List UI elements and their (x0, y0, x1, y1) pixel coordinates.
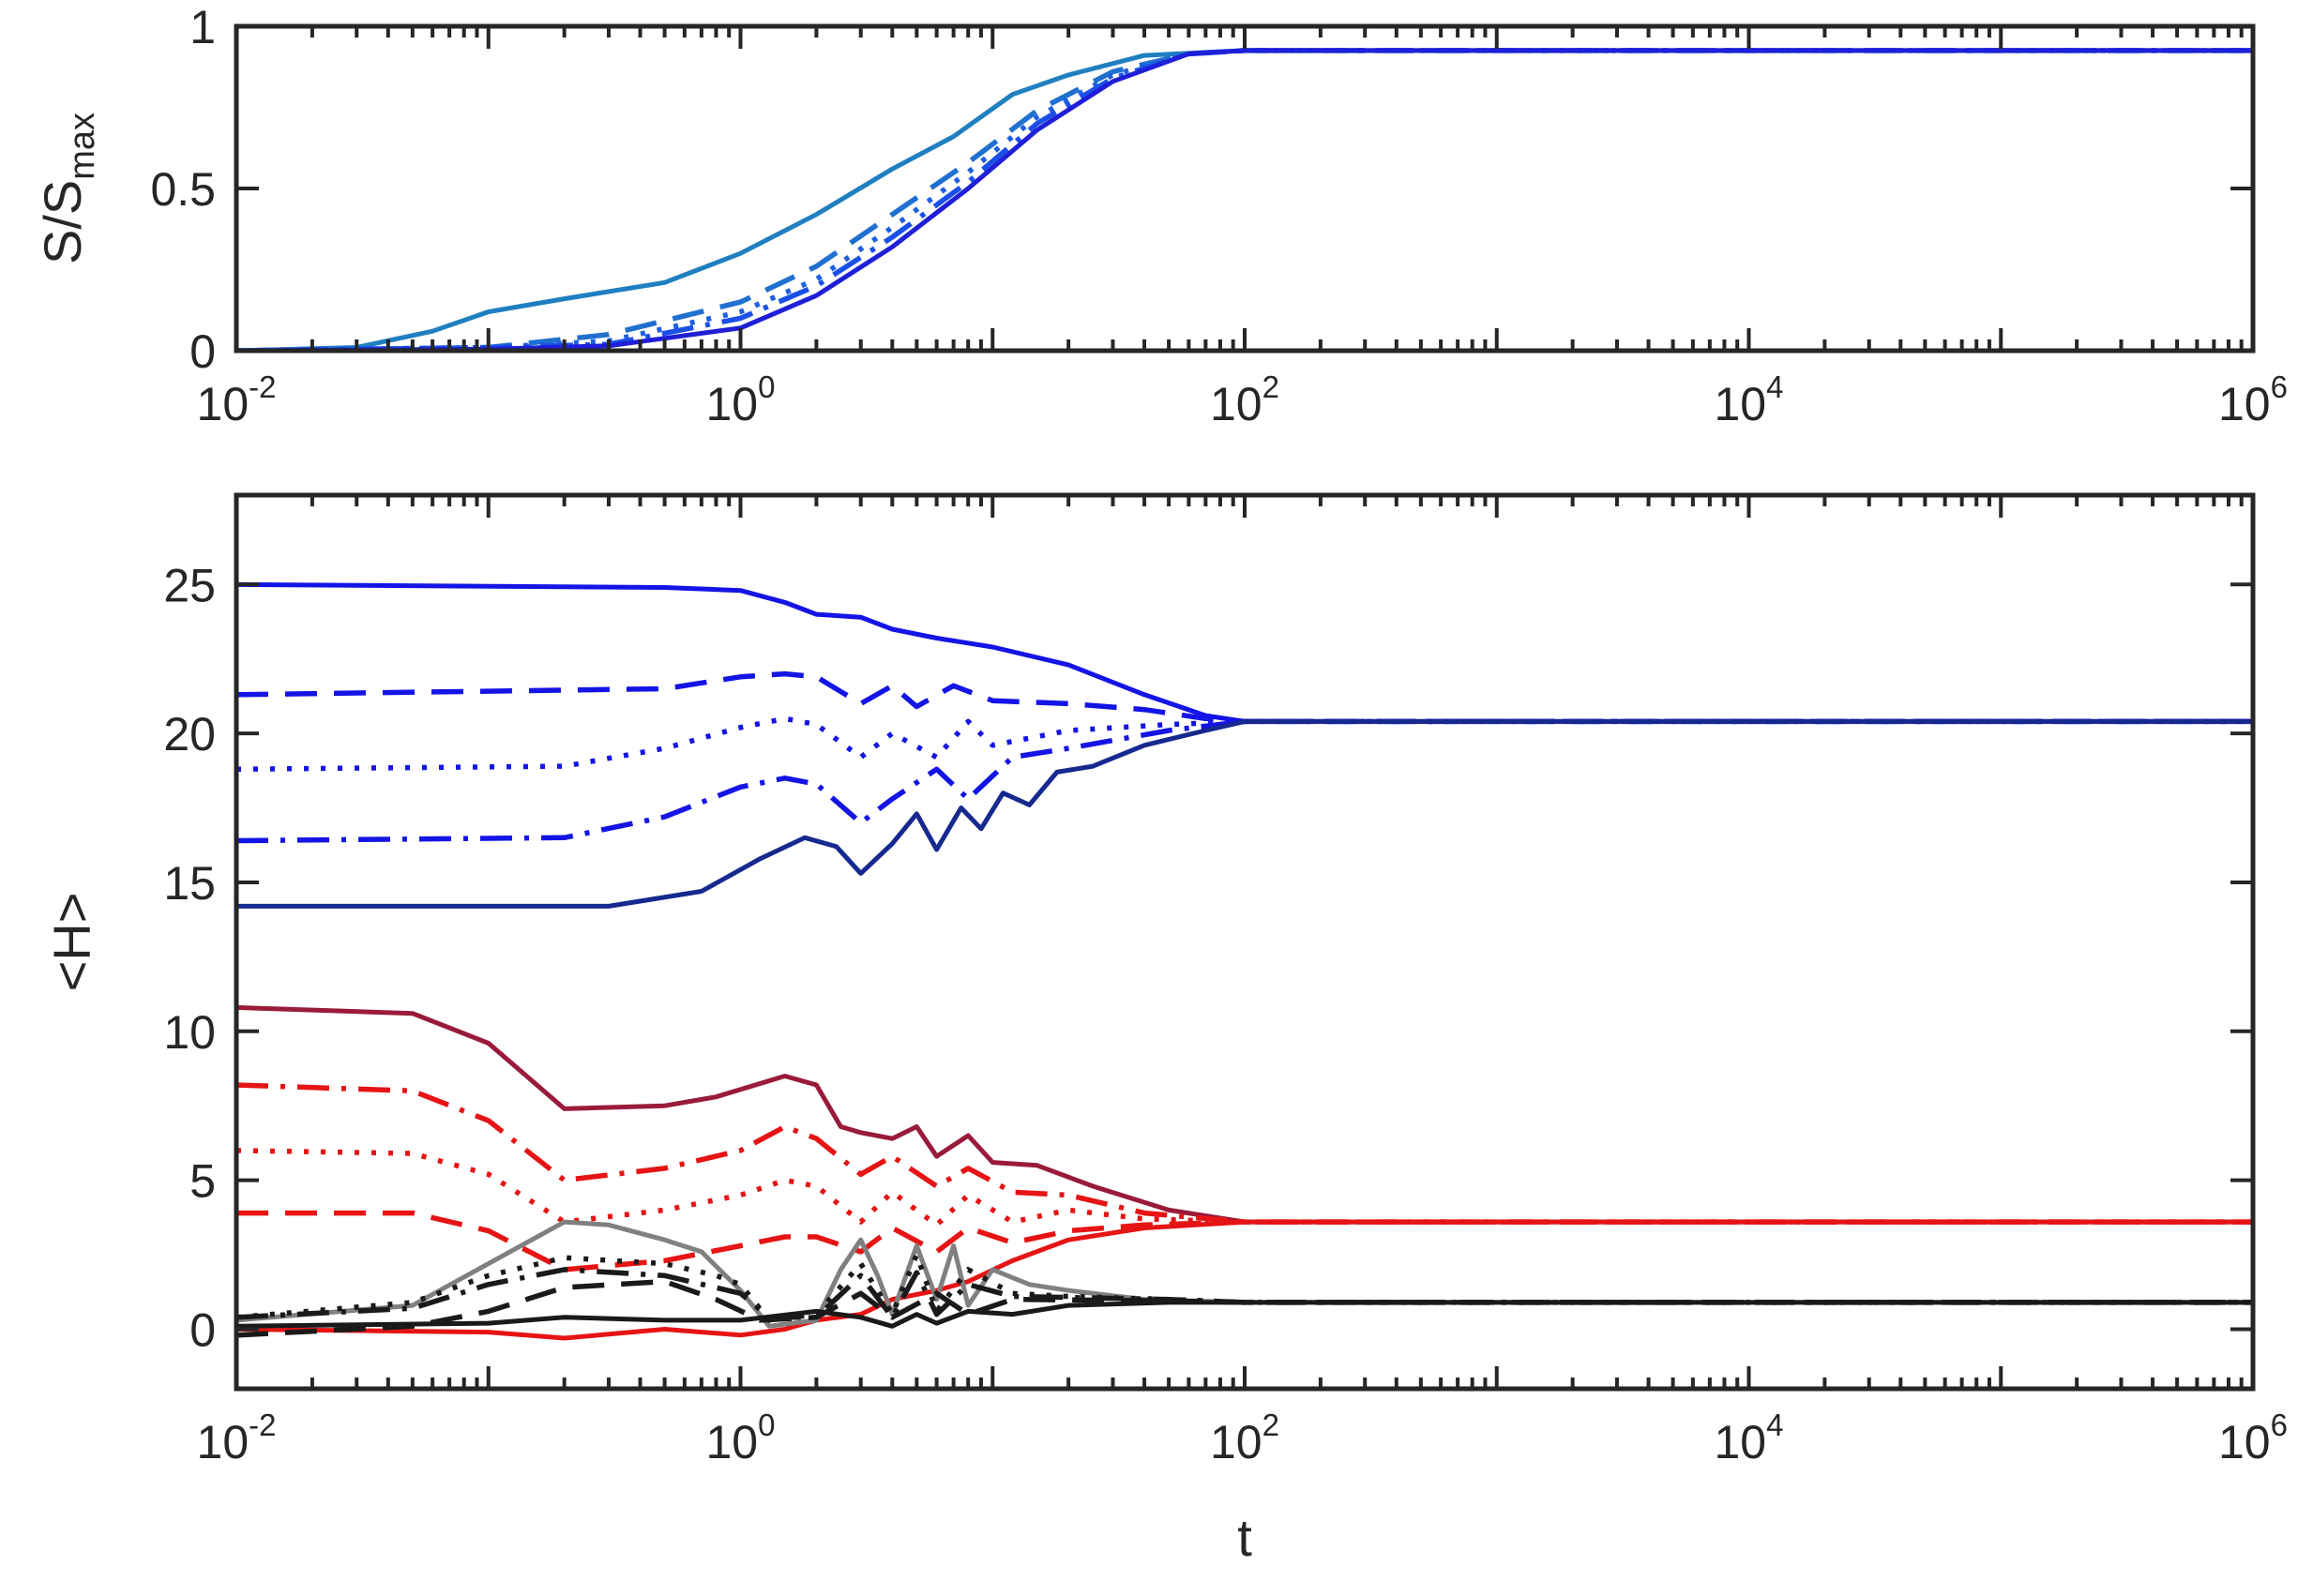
series-s1 (236, 48, 2253, 351)
y-axis-label: <H> (42, 893, 101, 992)
series-k3 (236, 1267, 2253, 1320)
y-tick-label: 0.5 (150, 163, 216, 216)
series-b4 (236, 718, 2253, 844)
series-s3 (236, 48, 2253, 351)
y-tick-label: 20 (163, 708, 216, 760)
series-b5 (236, 718, 2253, 909)
series-r2 (236, 1082, 2253, 1225)
series-k4 (236, 1278, 2253, 1338)
series-k2 (236, 1252, 2253, 1323)
series-s4 (236, 48, 2253, 351)
series-b1 (236, 581, 2253, 724)
y-tick-label: 10 (163, 1006, 216, 1059)
series-r1 (236, 1004, 2253, 1225)
y-tick-label: 15 (163, 857, 216, 910)
series-s2 (236, 48, 2253, 351)
series-b2 (236, 670, 2253, 725)
x-tick-label: 104 (1715, 369, 1784, 430)
y-tick-label: 25 (163, 559, 216, 611)
y-axis-label: S/Smax (33, 113, 102, 264)
energy-axes: 10-2 100 102 104 106 0 5 10 15 20 25 <H> t (42, 492, 2288, 1567)
x-tick-label: 100 (706, 1408, 776, 1468)
x-tick-label: 10-2 (197, 1408, 277, 1468)
x-tick-label: 10-2 (197, 369, 277, 430)
series-k1 (236, 1219, 2253, 1329)
series-k5 (236, 1300, 2253, 1329)
x-axis-label: t (1237, 1508, 1252, 1567)
y-tick-label: 5 (189, 1155, 216, 1208)
series-r4 (236, 1210, 2253, 1272)
x-tick-label: 106 (2218, 1408, 2288, 1468)
y-tick-label: 0 (189, 325, 216, 378)
y-tick-label: 1 (189, 1, 216, 53)
x-tick-label: 104 (1715, 1408, 1784, 1468)
x-tick-label: 106 (2218, 369, 2288, 430)
x-tick-label: 102 (1210, 1408, 1279, 1468)
series-r3 (236, 1148, 2253, 1228)
series-b3 (236, 715, 2253, 773)
x-tick-label: 100 (706, 369, 776, 430)
y-tick-label: 0 (189, 1303, 216, 1356)
entropy-axes: 10-2 100 102 104 106 0 0.5 1 S/Smax (33, 1, 2288, 430)
x-tick-label: 102 (1210, 369, 1279, 430)
series-s5 (236, 48, 2253, 351)
